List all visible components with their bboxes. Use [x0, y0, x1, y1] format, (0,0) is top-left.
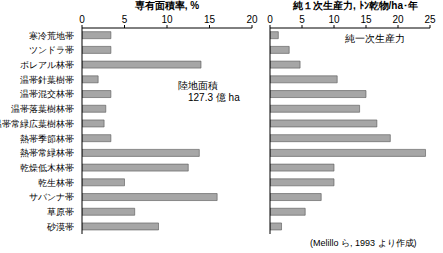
- svg-text:熱帯常緑林帯: 熱帯常緑林帯: [20, 148, 74, 158]
- svg-text:20: 20: [246, 14, 258, 25]
- html-text:専有面積率, %: 専有面積率, %: [134, 0, 200, 11]
- svg-text:寒冷荒地帯: 寒冷荒地帯: [29, 31, 74, 41]
- svg-text:サバンナ帯: サバンナ帯: [29, 192, 74, 202]
- html-text:純１次生産力, ﾄﾝ乾物/ha･年: 純１次生産力, ﾄﾝ乾物/ha･年: [293, 0, 418, 11]
- svg-text:乾生林帯: 乾生林帯: [38, 178, 74, 188]
- svg-text:10: 10: [328, 14, 340, 25]
- svg-text:乾燥低木林帯: 乾燥低木林帯: [20, 163, 74, 173]
- svg-text:5: 5: [299, 14, 305, 25]
- html-text:127.3 億 ha: 127.3 億 ha: [188, 92, 240, 103]
- svg-text:温帯常緑広葉樹林帯: 温帯常緑広葉樹林帯: [8, 119, 74, 129]
- html-text:(Melillo ら, 1993 より作成): (Melillo ら, 1993 より作成): [310, 238, 417, 248]
- svg-text:温帯混交林帯: 温帯混交林帯: [20, 89, 74, 99]
- svg-text:15: 15: [204, 14, 216, 25]
- svg-text:0: 0: [79, 14, 85, 25]
- html-text:陸地面積: 陸地面積: [178, 80, 218, 91]
- svg-text:草原帯: 草原帯: [47, 207, 74, 217]
- svg-text:砂漠帯: 砂漠帯: [46, 222, 74, 232]
- svg-text:25: 25: [424, 14, 435, 25]
- svg-text:10: 10: [161, 14, 173, 25]
- svg-text:ボレアル林帯: ボレアル林帯: [20, 60, 74, 70]
- svg-text:20: 20: [392, 14, 404, 25]
- svg-text:0: 0: [267, 14, 273, 25]
- svg-text:熱帯季節林帯: 熱帯季節林帯: [20, 134, 74, 144]
- svg-text:温帯落葉樹林帯: 温帯落葉樹林帯: [11, 104, 74, 114]
- svg-text:温帯針葉樹帯: 温帯針葉樹帯: [20, 75, 74, 85]
- svg-text:15: 15: [360, 14, 372, 25]
- svg-text:5: 5: [122, 14, 128, 25]
- svg-text:ツンドラ帯: ツンドラ帯: [29, 45, 74, 55]
- html-text:純一次生産力: 純一次生産力: [345, 33, 405, 44]
